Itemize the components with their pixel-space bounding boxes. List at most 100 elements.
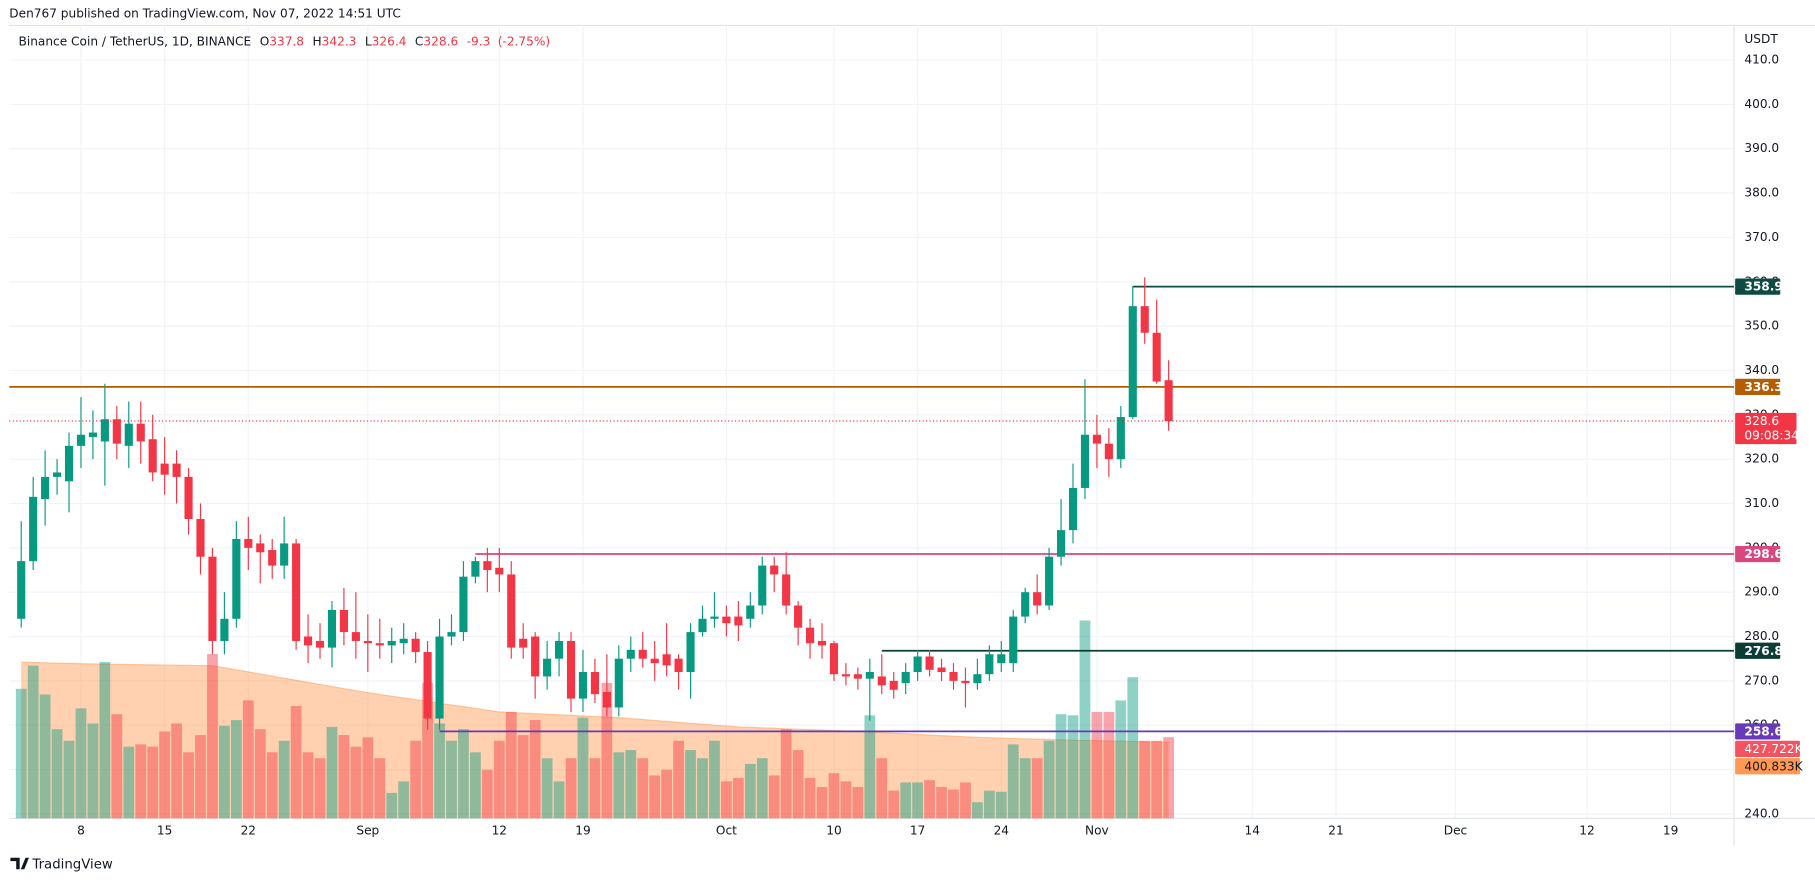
volume-bar [673,740,684,819]
volume-ma-line [21,661,1169,743]
volume-bar [613,752,625,819]
volume-bar [1019,758,1031,819]
volume-bar [135,744,147,819]
candle-body [88,432,97,437]
change: -9.3 [467,34,491,48]
volume-bar [697,758,708,819]
y-tick-label: 240.0 [1744,806,1779,820]
volume-bar [744,763,756,819]
volume-bar [87,723,99,819]
candle-body [734,616,743,626]
volume-bar [493,740,505,819]
candle-body [1056,530,1066,557]
x-tick-label: 21 [1328,824,1343,838]
volume-bar [51,729,63,819]
volume-bar [995,791,1007,819]
volume-bar [637,758,649,819]
symbol: Binance Coin / TetherUS, 1D, BINANCE [19,34,252,48]
volume-bar [314,758,326,819]
candle-body [124,423,133,446]
footer-logo [10,857,29,870]
candle-body [196,519,205,557]
volume-bar [505,711,517,819]
level-label: 336.3 [1744,380,1782,394]
candle-body [471,561,480,577]
x-tick-label: Oct [716,824,737,838]
ohlc-value: 326.4 [372,34,407,48]
candle-body [937,667,946,673]
candle-body [160,463,169,475]
level-label: 276.8 [1744,644,1782,658]
candle-body [435,636,444,719]
volume-bar [470,752,481,819]
volume-bar [1055,714,1067,819]
candle-body [351,632,360,641]
volume-bar [565,758,577,819]
candle-body [1009,616,1018,664]
volume-bar [1163,737,1175,819]
candle-body [961,680,970,684]
y-tick-label: 270.0 [1744,673,1779,687]
candle-body [662,654,671,666]
y-tick-label: 310.0 [1744,496,1779,510]
volume-bar [278,740,290,819]
y-tick-label: 280.0 [1744,629,1779,643]
level-label: 258.6 [1744,725,1782,739]
volume-bar [816,787,828,819]
y-tick-label: 290.0 [1744,585,1779,599]
candle-body [363,640,372,644]
candle-body [638,649,647,659]
candle-body [710,616,719,619]
y-tick-label: 390.0 [1744,141,1779,155]
level-label: 298.6 [1744,547,1782,561]
candle-body [184,476,193,520]
candle-body [172,463,181,477]
candle-body [375,643,384,646]
candle-body [674,658,683,673]
candle-body [100,419,109,442]
candle-body [112,419,121,444]
candle-body [519,638,528,648]
candle-body [555,640,564,659]
volume-bar [577,717,589,819]
y-tick-label: 340.0 [1744,363,1779,377]
candle-body [1092,434,1101,444]
y-tick-label: 380.0 [1744,186,1779,200]
candle-body [220,618,229,641]
x-tick-label: Dec [1444,824,1468,838]
volume-bar [625,750,637,819]
volume-bar [876,758,888,819]
volume-ma-label-box [1735,758,1800,775]
volume-bar [888,790,900,819]
candle-body [1140,306,1149,333]
volume-bar [756,758,768,819]
x-tick-label: 12 [492,824,507,838]
volume-bar [266,752,278,819]
candle-body [495,567,504,575]
candle-body [292,543,301,641]
x-tick-label: Sep [356,824,379,838]
volume-bar [960,782,971,819]
candle-body [973,674,982,684]
volume-bar [732,777,744,819]
candle-body [459,576,468,633]
volume-bar [1007,744,1019,819]
volume-bar [207,654,218,819]
volume-bar [159,731,171,819]
x-tick-label: 22 [241,824,256,838]
candle-body [1152,332,1161,382]
volume-bar [780,729,792,819]
level-label-box [1735,278,1781,295]
candle-body [985,654,994,675]
volume-bar [75,708,87,819]
volume-bar [386,792,398,819]
volume-bar [972,802,983,819]
candle-body [614,658,623,708]
candle-body [1021,592,1030,617]
ohlc-label: O [260,34,270,48]
candle-body [304,636,313,646]
volume-bar [111,714,123,819]
volume-bar [15,688,27,819]
candle-body [746,605,755,619]
